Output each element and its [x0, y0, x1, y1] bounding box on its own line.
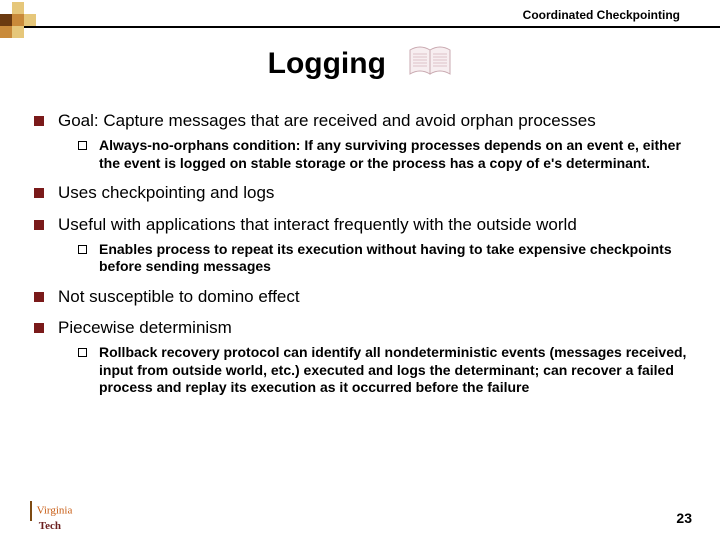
logo-text-line1: Virginia: [37, 505, 73, 517]
footer-logo: Virginia Tech: [30, 501, 72, 532]
hollow-square-icon: [78, 245, 87, 254]
bullet-lvl2: Always-no-orphans condition: If any surv…: [78, 137, 690, 172]
bullet-text: Uses checkpointing and logs: [58, 182, 274, 203]
deco-square: [12, 2, 24, 14]
square-bullet-icon: [34, 323, 44, 333]
header-topic: Coordinated Checkpointing: [523, 8, 680, 22]
bullet-text: Goal: Capture messages that are received…: [58, 110, 596, 131]
bullet-lvl1: Goal: Capture messages that are received…: [34, 110, 690, 131]
slide-title-row: Logging: [0, 44, 720, 83]
slide: Coordinated Checkpointing Logging: [0, 0, 720, 540]
bullet-lvl2: Enables process to repeat its execution …: [78, 241, 690, 276]
bullet-lvl1: Not susceptible to domino effect: [34, 286, 690, 307]
subbullet-text: Enables process to repeat its execution …: [99, 241, 690, 276]
hollow-square-icon: [78, 141, 87, 150]
subbullet-text: Always-no-orphans condition: If any surv…: [99, 137, 690, 172]
square-bullet-icon: [34, 292, 44, 302]
subbullet-text: Rollback recovery protocol can identify …: [99, 344, 690, 397]
bullet-text: Not susceptible to domino effect: [58, 286, 300, 307]
square-bullet-icon: [34, 220, 44, 230]
bullet-lvl1: Piecewise determinism: [34, 317, 690, 338]
deco-square: [0, 26, 12, 38]
open-book-icon: [408, 44, 452, 83]
bullet-lvl1: Useful with applications that interact f…: [34, 214, 690, 235]
logo-text-line2: Tech: [39, 520, 61, 532]
square-bullet-icon: [34, 188, 44, 198]
deco-square: [0, 14, 12, 26]
logo-bar-icon: [30, 501, 32, 521]
bullet-text: Useful with applications that interact f…: [58, 214, 577, 235]
bullet-lvl1: Uses checkpointing and logs: [34, 182, 690, 203]
deco-square: [12, 26, 24, 38]
bullet-lvl2: Rollback recovery protocol can identify …: [78, 344, 690, 397]
deco-square: [24, 14, 36, 26]
bullet-text: Piecewise determinism: [58, 317, 232, 338]
slide-title: Logging: [268, 47, 386, 81]
header-divider: [0, 26, 720, 28]
content-area: Goal: Capture messages that are received…: [34, 100, 690, 403]
deco-square: [12, 14, 24, 26]
square-bullet-icon: [34, 116, 44, 126]
page-number: 23: [676, 510, 692, 526]
hollow-square-icon: [78, 348, 87, 357]
